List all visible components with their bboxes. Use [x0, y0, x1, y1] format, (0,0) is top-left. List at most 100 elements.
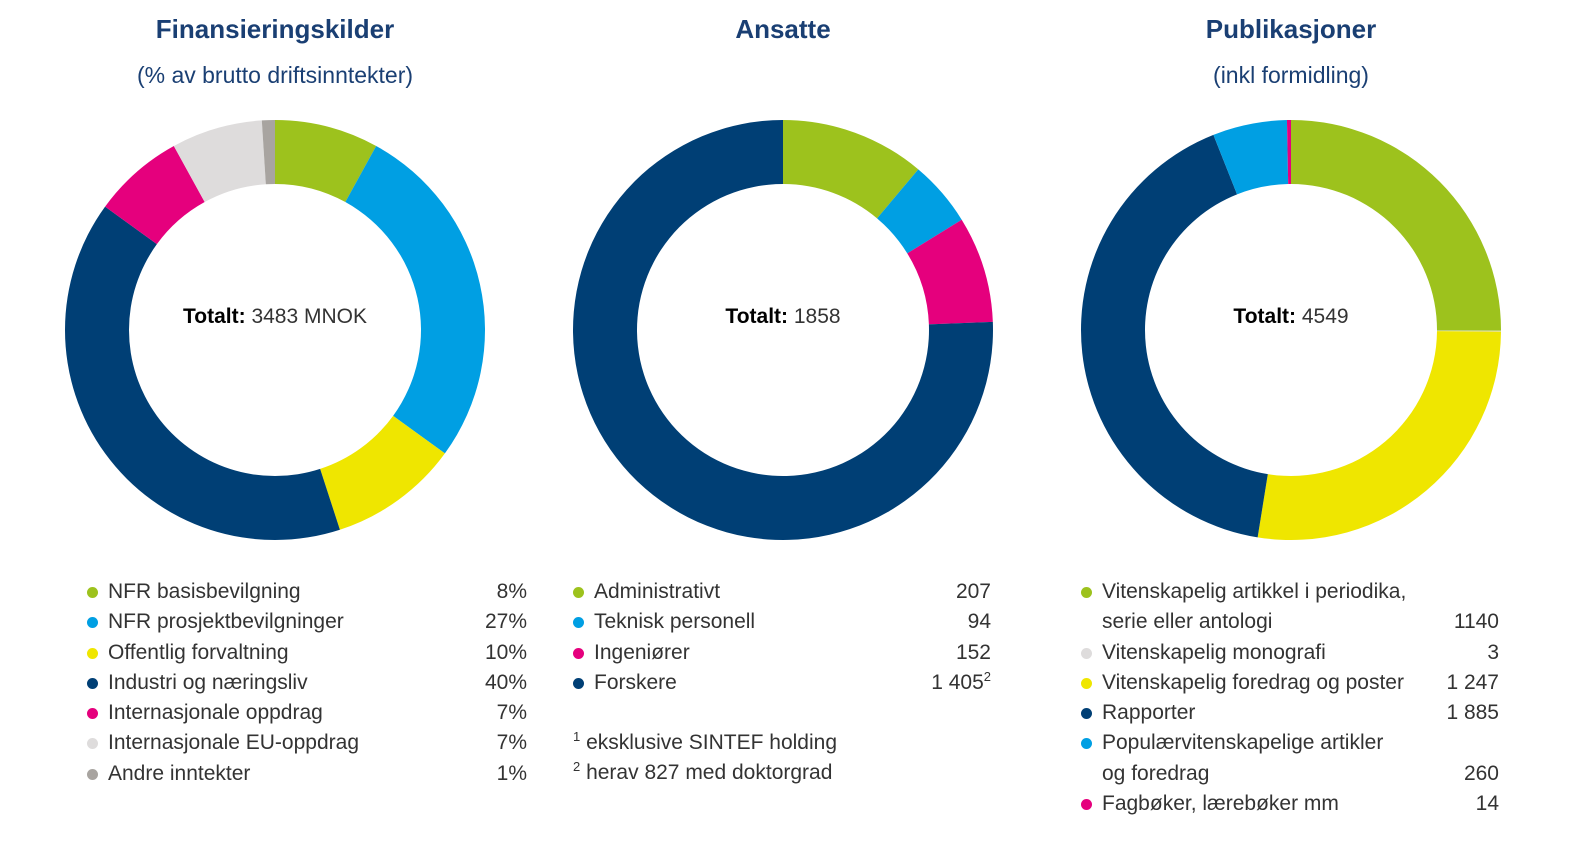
legend-label: Administrativt	[594, 580, 721, 603]
legend: Vitenskapelig artikkel i periodika, serie…	[1081, 577, 1499, 819]
chart-subtitle: (inkl formidling)	[1213, 62, 1369, 88]
donut-slice	[877, 169, 962, 254]
total-label: Totalt:	[725, 305, 789, 328]
legend-swatch	[573, 587, 584, 598]
donut-slice	[345, 145, 486, 454]
legend-swatch	[573, 677, 584, 689]
footnote-mark: 2	[573, 759, 581, 775]
donut-slice	[1257, 331, 1501, 540]
legend-label: Vitenskapelig artikkel i periodika,	[1102, 580, 1407, 603]
donut-slice	[275, 120, 377, 203]
legend-swatch	[87, 677, 98, 689]
total-value: 1858	[793, 305, 841, 328]
legend-label: Fagbøker, lærebøker mm	[1102, 792, 1339, 816]
chart-total: Totalt: 1858	[523, 305, 1043, 329]
total-label: Totalt:	[183, 305, 246, 328]
donut-slice	[1286, 120, 1291, 185]
legend-item: Administrativt 207	[573, 577, 991, 607]
footnote-text: eksklusive SINTEF holding	[586, 731, 838, 754]
chart-panel-publikasjoner: Publikasjoner (inkl formidling) Totalt: …	[1031, 0, 1551, 860]
legend-item-continued: serie eller antologi 1140	[1081, 607, 1499, 637]
legend-swatch	[1081, 647, 1092, 659]
donut-slice	[261, 120, 275, 185]
donut-slice	[907, 219, 993, 325]
footnote-ref: 2	[983, 668, 991, 684]
legend-label: NFR prosjektbevilgninger	[108, 610, 344, 634]
legend-item: NFR prosjektbevilgninger 27%	[87, 607, 527, 637]
legend-value: 1%	[496, 761, 527, 785]
legend-item: Rapporter 1 885	[1081, 698, 1499, 728]
legend-label: Internasjonale oppdrag	[108, 701, 323, 725]
donut-chart	[64, 120, 486, 540]
legend-value: 8%	[496, 580, 527, 603]
legend-item: Vitenskapelig foredrag og poster 1 247	[1081, 668, 1499, 698]
donut-slice	[1291, 120, 1501, 331]
legend-item: Teknisk personell 94	[573, 607, 991, 637]
legend-swatch	[573, 617, 584, 629]
legend-label: Offentlig forvaltning	[108, 640, 289, 664]
legend-value: 1 4052	[931, 668, 991, 694]
chart-subtitle: (% av brutto driftsinntekter)	[136, 62, 414, 88]
legend-item: Ingeniører 152	[573, 638, 991, 668]
donut-slice	[783, 120, 919, 219]
legend-label: Teknisk personell	[594, 610, 756, 634]
legend: Administrativt 207 Teknisk personell 94 Inge…	[573, 577, 991, 698]
legend-value: 40%	[484, 670, 527, 694]
donut-slice	[1436, 330, 1501, 332]
legend-item: Vitenskapelig artikkel i periodika,	[1081, 577, 1499, 607]
chart-panel-ansatte: Ansatte Totalt: 1858 Administrativt 207 Te…	[523, 0, 1043, 860]
legend-item: Internasjonale EU-oppdrag 7%	[87, 728, 527, 758]
chart-title: Finansieringskilder	[155, 14, 395, 44]
legend-swatch	[1081, 587, 1092, 598]
donut-slice	[64, 206, 340, 540]
legend-value: 10%	[484, 640, 527, 664]
legend-item: Andre inntekter 1%	[87, 759, 527, 789]
legend-swatch	[1081, 799, 1092, 811]
chart-title: Ansatte	[735, 14, 831, 44]
legend-item: Offentlig forvaltning 10%	[87, 638, 527, 668]
footnote-mark: 1	[573, 729, 581, 744]
chart-total: Totalt: 4549	[1031, 305, 1551, 329]
chart-title: Publikasjoner	[1205, 14, 1377, 44]
legend-item: Internasjonale oppdrag 7%	[87, 698, 527, 728]
legend-value: 94	[967, 610, 991, 634]
footnote-text: herav 827 med doktorgrad	[586, 761, 833, 785]
legend-label: og foredrag	[1102, 761, 1210, 785]
legend-item: Populærvitenskapelige artikler	[1081, 728, 1499, 758]
legend-value: 260	[1463, 761, 1499, 785]
footnotes: 1 eksklusive SINTEF holding 2 herav 827 …	[573, 728, 1013, 789]
legend-label: Populærvitenskapelige artikler	[1102, 731, 1384, 755]
legend-label: Vitenskapelig foredrag og poster	[1102, 670, 1404, 694]
donut-slice	[573, 120, 994, 540]
donut-slice	[1213, 120, 1289, 195]
legend-item: NFR basisbevilgning 8%	[87, 577, 527, 607]
legend-label: Rapporter	[1102, 701, 1196, 725]
donut-chart	[573, 120, 994, 540]
donut-slice	[320, 415, 445, 530]
legend-value: 1140	[1453, 610, 1499, 634]
donut-slice	[1081, 134, 1268, 538]
legend-value: 14	[1475, 792, 1499, 816]
legend-label: Ingeniører	[594, 640, 690, 664]
chart-total: Totalt: 3483 MNOK	[15, 305, 535, 329]
legend-swatch	[87, 647, 98, 659]
legend-swatch	[87, 738, 98, 750]
chart-panel-finansieringskilder: Finansieringskilder (% av brutto driftsi…	[15, 0, 535, 860]
donut-chart	[1081, 120, 1501, 540]
legend-value: 1 885	[1446, 701, 1499, 725]
total-label: Totalt:	[1233, 305, 1297, 328]
legend-value: 207	[955, 580, 991, 603]
legend-swatch	[87, 708, 98, 720]
legend-swatch	[87, 587, 98, 598]
footnote: 2 herav 827 med doktorgrad	[573, 758, 1013, 788]
legend-value: 7%	[496, 731, 527, 755]
legend-label: Industri og næringsliv	[108, 670, 308, 694]
legend-swatch	[573, 647, 584, 659]
legend-item: Forskere 1 4052	[573, 668, 991, 698]
legend-swatch	[87, 768, 98, 780]
legend: NFR basisbevilgning 8% NFR prosjektbevilgn…	[87, 577, 527, 789]
legend-label: NFR basisbevilgning	[108, 580, 301, 603]
legend-value: 27%	[484, 610, 527, 634]
legend-swatch	[1081, 738, 1092, 750]
legend-swatch	[87, 617, 98, 629]
